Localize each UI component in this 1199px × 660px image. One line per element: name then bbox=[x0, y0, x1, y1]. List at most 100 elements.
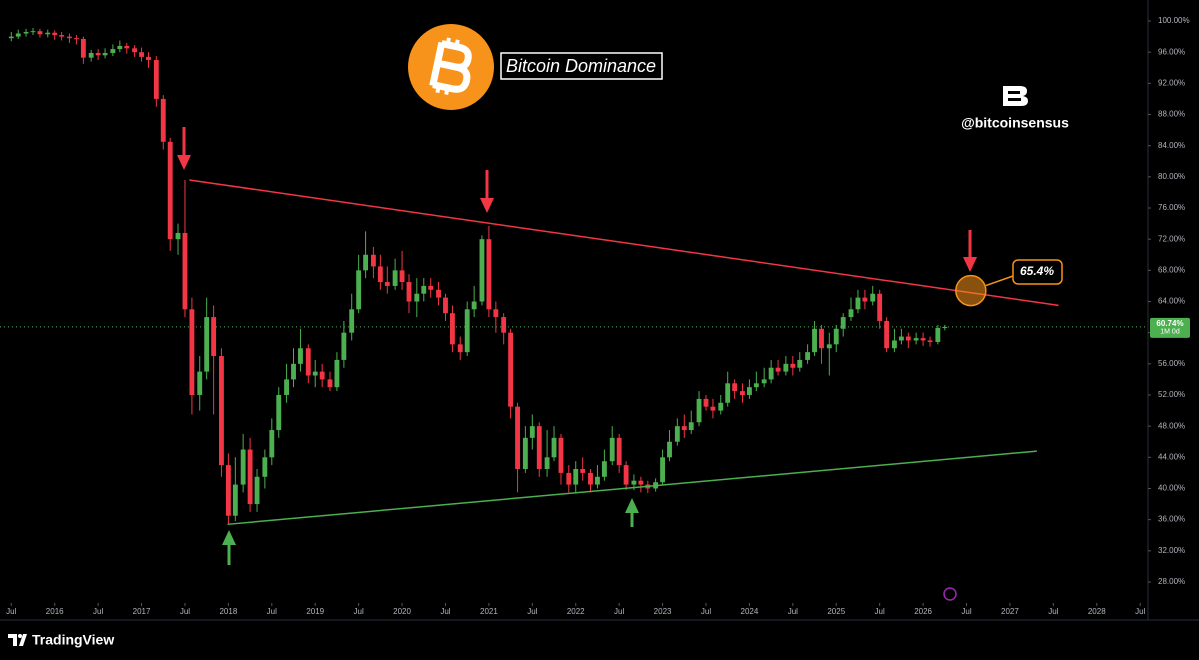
candle-body bbox=[457, 344, 463, 353]
y-tick-label: 44.00% bbox=[1158, 452, 1185, 461]
brand: TradingView bbox=[32, 632, 114, 648]
candle-body bbox=[740, 391, 745, 395]
candle-body bbox=[30, 31, 36, 33]
candle-body bbox=[515, 406, 520, 469]
y-tick-label: 80.00% bbox=[1158, 172, 1185, 181]
candle-body bbox=[59, 35, 65, 37]
y-tick-label: 64.00% bbox=[1158, 297, 1185, 306]
footer bbox=[0, 621, 1199, 660]
candle-body bbox=[819, 328, 824, 349]
y-tick-label: 52.00% bbox=[1158, 390, 1185, 399]
y-tick-label: 76.00% bbox=[1158, 203, 1185, 212]
candle-body bbox=[855, 297, 861, 310]
candle-body bbox=[544, 457, 550, 469]
candle-body bbox=[725, 383, 731, 403]
x-tick-label: Jul bbox=[875, 607, 885, 616]
candle-body bbox=[80, 38, 86, 58]
y-tick-label: 56.00% bbox=[1158, 359, 1185, 368]
candle-body bbox=[15, 33, 21, 37]
candle-body bbox=[551, 437, 557, 458]
y-tick-label: 32.00% bbox=[1158, 546, 1185, 555]
candle-body bbox=[305, 348, 311, 376]
last-price-badge bbox=[1150, 317, 1190, 338]
last-price-label: 60.74% bbox=[1156, 319, 1183, 328]
x-tick-label: 2023 bbox=[654, 607, 672, 616]
candle-body bbox=[783, 363, 789, 372]
candle-body bbox=[219, 356, 224, 466]
candle-body bbox=[833, 328, 839, 345]
candle-body bbox=[52, 32, 58, 36]
candle-body bbox=[493, 309, 499, 318]
candle-body bbox=[688, 422, 694, 431]
x-tick-label: Jul bbox=[440, 607, 450, 616]
candle-body bbox=[124, 45, 130, 49]
candle-body bbox=[718, 402, 724, 411]
x-tick-label: 2021 bbox=[480, 607, 498, 616]
watermark: @bitcoinsensus bbox=[961, 115, 1069, 131]
candle-body bbox=[262, 457, 268, 477]
trend-line bbox=[189, 179, 1059, 307]
candle-body bbox=[73, 38, 79, 40]
arrows bbox=[177, 127, 977, 565]
candle-body bbox=[746, 387, 752, 395]
candle-body bbox=[254, 476, 260, 505]
candle-body bbox=[905, 336, 911, 341]
candle-body bbox=[935, 327, 941, 343]
arrow bbox=[177, 155, 191, 170]
icon bbox=[943, 587, 957, 601]
trend-line bbox=[227, 450, 1037, 526]
arrow bbox=[222, 530, 236, 545]
candle-body bbox=[8, 36, 14, 39]
x-tick-label: Jul bbox=[1135, 607, 1145, 616]
candle-body bbox=[146, 56, 151, 60]
y-tick-label: 68.00% bbox=[1158, 265, 1185, 274]
candle-body bbox=[399, 270, 405, 283]
candle-body bbox=[182, 232, 188, 310]
target-circle bbox=[955, 274, 987, 307]
logo-glyph bbox=[429, 37, 472, 96]
candle-body bbox=[877, 293, 883, 321]
x-tick-label: 2017 bbox=[133, 607, 151, 616]
candle-body bbox=[638, 480, 644, 485]
y-tick-label: 92.00% bbox=[1158, 78, 1185, 87]
candle-body bbox=[501, 317, 507, 333]
candle-body bbox=[139, 52, 144, 57]
candle-body bbox=[681, 426, 687, 431]
x-tick-label: Jul bbox=[527, 607, 537, 616]
candle-body bbox=[588, 472, 593, 485]
candle-body bbox=[449, 313, 455, 345]
x-tick-label: 2020 bbox=[393, 607, 411, 616]
x-tick-label: Jul bbox=[701, 607, 711, 616]
y-tick-label: 36.00% bbox=[1158, 515, 1185, 524]
marks-layer: 65.4% bbox=[0, 28, 1148, 526]
y-tick-label: 84.00% bbox=[1158, 141, 1185, 150]
logo-ticks bbox=[435, 37, 460, 96]
candle-body bbox=[421, 285, 427, 294]
candle-body bbox=[942, 326, 948, 328]
candle-body bbox=[761, 379, 767, 384]
candle-body bbox=[269, 430, 275, 458]
candle-body bbox=[732, 383, 738, 392]
tv-logo-dot bbox=[18, 634, 22, 638]
candle-body bbox=[601, 461, 607, 477]
y-tick-label: 40.00% bbox=[1158, 484, 1185, 493]
target-label: 65.4% bbox=[1020, 264, 1054, 278]
candle-body bbox=[284, 379, 289, 395]
candle-body bbox=[558, 437, 564, 473]
candle-body bbox=[45, 32, 51, 35]
candle-body bbox=[211, 317, 217, 357]
candle-body bbox=[884, 320, 890, 349]
y-tick-label: 72.00% bbox=[1158, 234, 1185, 243]
candle-body bbox=[508, 332, 514, 407]
candle-body bbox=[623, 465, 629, 485]
candle-body bbox=[377, 266, 383, 283]
candle-body bbox=[595, 476, 600, 485]
candle-body bbox=[102, 52, 108, 56]
y-tick-label: 48.00% bbox=[1158, 421, 1185, 430]
candle-body bbox=[920, 338, 926, 341]
candle-body bbox=[312, 371, 318, 376]
x-tick-label: 2026 bbox=[914, 607, 932, 616]
candle-body bbox=[23, 31, 29, 34]
candle-body bbox=[703, 398, 709, 407]
